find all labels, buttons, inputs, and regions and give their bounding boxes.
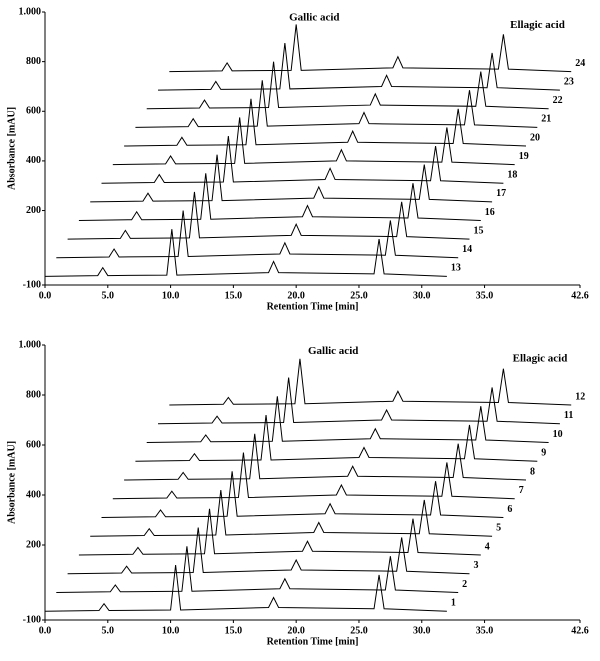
trace bbox=[169, 24, 572, 73]
series-label: 18 bbox=[507, 170, 517, 181]
y-tick-label: 600 bbox=[26, 106, 41, 117]
series-label: 22 bbox=[553, 95, 563, 106]
trace bbox=[158, 377, 560, 425]
x-tick-label: 0.0 bbox=[39, 625, 52, 636]
y-tick-label: 400 bbox=[26, 489, 41, 500]
trace bbox=[169, 358, 572, 406]
trace bbox=[67, 527, 470, 575]
trace bbox=[101, 136, 504, 184]
trace bbox=[56, 546, 459, 593]
series-label: 12 bbox=[575, 391, 585, 402]
series-label: 23 bbox=[564, 76, 574, 87]
y-tick-label: -100 bbox=[23, 279, 41, 290]
series-label: 3 bbox=[473, 560, 478, 571]
trace bbox=[78, 173, 481, 221]
series-label: 4 bbox=[485, 541, 490, 552]
x-tick-label: 20.0 bbox=[287, 290, 305, 301]
chart: -100 200 400 600 800 1.000 0.0 5.0 10.0 15.0 20.0 2… bbox=[6, 339, 588, 647]
series-label: 10 bbox=[553, 429, 563, 440]
x-tick-label: 15.0 bbox=[225, 290, 243, 301]
series-label: 1 bbox=[451, 598, 456, 609]
x-tick-label: 0.0 bbox=[39, 290, 52, 301]
trace bbox=[78, 508, 481, 556]
y-tick-label: 800 bbox=[26, 56, 41, 67]
x-tick-label: 5.0 bbox=[102, 290, 115, 301]
x-axis-label: Retention Time [min] bbox=[267, 301, 359, 312]
x-tick-label: 10.0 bbox=[162, 625, 180, 636]
y-tick-label: 600 bbox=[26, 439, 41, 450]
series-label: 11 bbox=[564, 410, 573, 421]
annotation: Gallic acid bbox=[289, 12, 339, 24]
y-tick-label: 200 bbox=[26, 539, 41, 550]
series-label: 21 bbox=[541, 114, 551, 125]
series-label: 7 bbox=[519, 485, 524, 496]
trace bbox=[101, 471, 504, 518]
trace bbox=[146, 396, 549, 443]
series-label: 14 bbox=[462, 244, 472, 255]
series-label: 15 bbox=[473, 225, 483, 236]
y-tick-label: 200 bbox=[26, 205, 41, 216]
trace bbox=[124, 433, 527, 481]
y-tick-label: 800 bbox=[26, 389, 41, 400]
y-tick-label: 1.000 bbox=[19, 6, 42, 17]
x-tick-label: 35.0 bbox=[476, 625, 494, 636]
trace bbox=[67, 191, 470, 240]
x-tick-label: 42.6 bbox=[571, 290, 589, 301]
chart: -100 200 400 600 800 1.000 0.0 5.0 10.0 15.0 20.0 2… bbox=[6, 6, 588, 312]
trace bbox=[90, 154, 493, 203]
series-label: 16 bbox=[485, 207, 495, 218]
trace bbox=[112, 452, 515, 500]
trace bbox=[56, 210, 459, 259]
series-label: 24 bbox=[575, 58, 585, 69]
trace bbox=[135, 414, 538, 462]
series-label: 6 bbox=[507, 504, 512, 515]
trace bbox=[158, 42, 560, 91]
trace bbox=[146, 61, 549, 110]
annotation: Ellagic acid bbox=[510, 19, 565, 31]
y-axis-label: Absorbance [mAU] bbox=[6, 441, 17, 524]
x-tick-label: 30.0 bbox=[413, 290, 431, 301]
trace bbox=[112, 117, 515, 166]
series-label: 9 bbox=[541, 448, 546, 459]
trace bbox=[44, 564, 447, 612]
x-tick-label: 25.0 bbox=[350, 625, 368, 636]
trace bbox=[135, 80, 538, 128]
x-tick-label: 25.0 bbox=[350, 290, 368, 301]
x-tick-label: 10.0 bbox=[162, 290, 180, 301]
series-label: 20 bbox=[530, 132, 540, 143]
series-label: 19 bbox=[519, 151, 529, 162]
y-tick-label: 400 bbox=[26, 155, 41, 166]
series-label: 5 bbox=[496, 523, 501, 534]
x-axis-label: Retention Time [min] bbox=[267, 636, 359, 647]
annotation: Gallic acid bbox=[308, 345, 358, 357]
series-label: 17 bbox=[496, 188, 506, 199]
x-tick-label: 35.0 bbox=[476, 290, 494, 301]
y-tick-label: 1.000 bbox=[19, 339, 42, 350]
series-label: 2 bbox=[462, 579, 467, 590]
series-label: 13 bbox=[451, 263, 461, 274]
x-tick-label: 5.0 bbox=[102, 625, 115, 636]
trace bbox=[124, 98, 527, 147]
x-tick-label: 42.6 bbox=[571, 625, 589, 636]
y-axis-label: Absorbance [mAU] bbox=[6, 107, 17, 190]
trace bbox=[90, 489, 493, 537]
trace bbox=[44, 229, 447, 277]
series-label: 8 bbox=[530, 466, 535, 477]
annotation: Ellagic acid bbox=[513, 352, 568, 364]
y-tick-label: -100 bbox=[23, 614, 41, 625]
x-tick-label: 15.0 bbox=[225, 625, 243, 636]
x-tick-label: 20.0 bbox=[287, 625, 305, 636]
x-tick-label: 30.0 bbox=[413, 625, 431, 636]
